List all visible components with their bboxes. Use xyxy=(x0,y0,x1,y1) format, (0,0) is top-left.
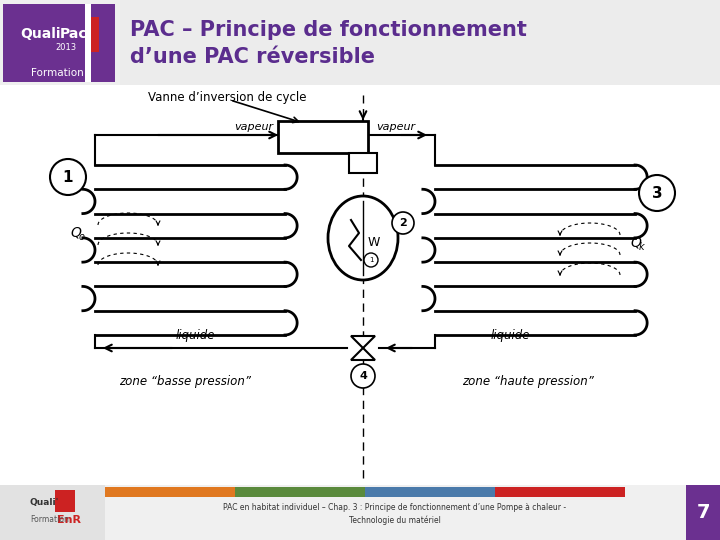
Text: 2013: 2013 xyxy=(55,44,76,52)
Bar xyxy=(0,0,720,85)
Text: Q: Q xyxy=(70,226,81,240)
Text: zone “basse pression”: zone “basse pression” xyxy=(119,375,251,388)
Text: PAC en habitat individuel – Chap. 3 : Principe de fonctionnement d’une Pompe à c: PAC en habitat individuel – Chap. 3 : Pr… xyxy=(223,503,567,511)
Circle shape xyxy=(364,253,378,267)
Text: liquide: liquide xyxy=(175,329,215,342)
Text: Formation: Formation xyxy=(31,68,84,78)
Bar xyxy=(278,121,368,153)
Text: Pac: Pac xyxy=(60,27,88,41)
Text: k: k xyxy=(639,242,644,252)
Bar xyxy=(235,487,365,497)
Text: 1: 1 xyxy=(369,257,373,263)
Text: 1: 1 xyxy=(63,170,73,185)
Text: 7: 7 xyxy=(696,503,710,523)
Bar xyxy=(105,487,235,497)
Text: PAC – Principe de fonctionnement: PAC – Principe de fonctionnement xyxy=(130,20,527,40)
Text: Technologie du matériel: Technologie du matériel xyxy=(349,515,441,525)
Text: zone “haute pression”: zone “haute pression” xyxy=(462,375,594,388)
Text: 3: 3 xyxy=(652,186,662,200)
Bar xyxy=(0,485,105,540)
Bar xyxy=(91,17,99,52)
Bar xyxy=(495,487,625,497)
Text: liquide: liquide xyxy=(490,329,530,342)
Bar xyxy=(55,490,75,512)
Bar xyxy=(349,153,377,173)
Bar xyxy=(0,485,720,540)
Ellipse shape xyxy=(328,196,398,280)
Text: W: W xyxy=(368,237,380,249)
Polygon shape xyxy=(351,348,375,360)
Text: Quali: Quali xyxy=(20,27,60,41)
Text: d’une PAC réversible: d’une PAC réversible xyxy=(130,47,375,67)
Bar xyxy=(686,485,720,540)
Bar xyxy=(3,4,115,82)
Bar xyxy=(365,487,495,497)
Circle shape xyxy=(639,175,675,211)
Circle shape xyxy=(351,364,375,388)
Text: vapeur: vapeur xyxy=(234,122,273,132)
Text: Vanne d’inversion de cycle: Vanne d’inversion de cycle xyxy=(148,91,307,105)
Text: 4: 4 xyxy=(359,371,367,381)
Text: Quali': Quali' xyxy=(30,497,59,507)
Text: EnR: EnR xyxy=(57,515,81,525)
Circle shape xyxy=(392,212,414,234)
Text: vapeur: vapeur xyxy=(376,122,415,132)
Polygon shape xyxy=(351,336,375,348)
Text: Formation: Formation xyxy=(30,516,69,524)
Circle shape xyxy=(50,159,86,195)
Bar xyxy=(120,0,720,85)
Text: o: o xyxy=(79,232,85,242)
Bar xyxy=(85,4,91,82)
Text: Q: Q xyxy=(630,236,641,250)
Text: 2: 2 xyxy=(399,218,407,228)
